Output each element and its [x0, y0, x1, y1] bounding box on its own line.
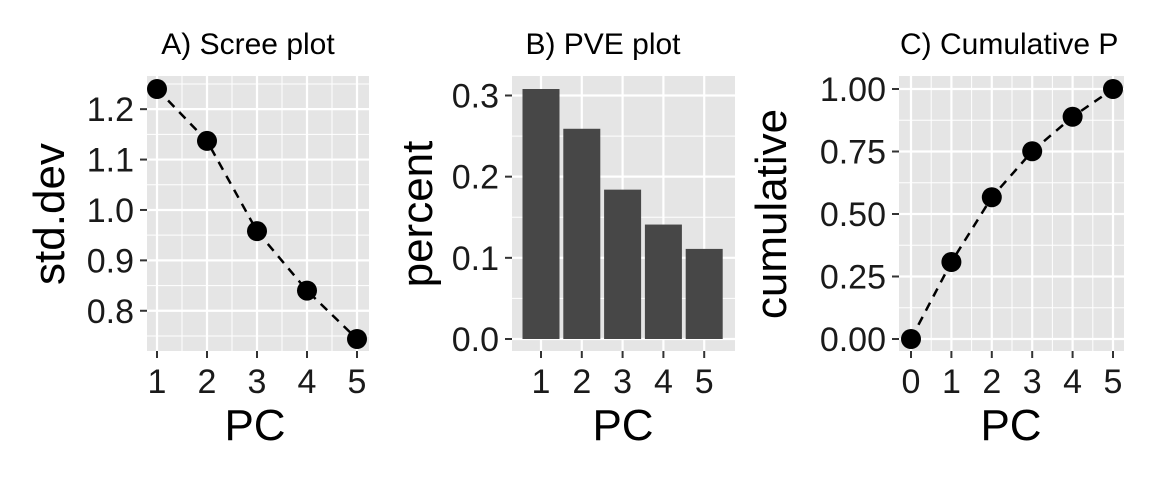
cumulative-x-tick-label: 0 — [902, 363, 921, 401]
pve-bar — [644, 224, 682, 339]
cumulative-y-tick-label: 1.00 — [820, 71, 886, 109]
cumulative-y-tick-label: 0.75 — [820, 134, 886, 172]
pve-y-tick-label: 0.2 — [452, 159, 499, 197]
cumulative-plot-title: C) Cumulative P — [900, 28, 1118, 61]
scree-y-tick-label: 0.9 — [87, 242, 134, 280]
pve-y-tick-label: 0.1 — [452, 240, 499, 278]
pve-plot-y-axis-title: percent — [393, 141, 442, 288]
scree-plot-title: A) Scree plot — [161, 28, 335, 61]
scree-x-tick-label: 2 — [198, 363, 217, 401]
scree-x-tick-label: 1 — [148, 363, 167, 401]
pve-bar — [685, 248, 723, 339]
scree-x-tick-label: 4 — [298, 363, 317, 401]
pve-x-tick-label: 1 — [532, 363, 551, 401]
scree-data-point — [147, 79, 167, 99]
cumulative-data-point — [1062, 106, 1083, 127]
cumulative-series-line — [909, 87, 1114, 340]
scree-y-tick-label: 1.2 — [87, 91, 134, 129]
scree-plot-x-axis-title: PC — [224, 401, 285, 450]
cumulative-data-point — [1103, 79, 1123, 99]
scree-data-point — [197, 130, 217, 151]
cumulative-y-tick-label: 0.00 — [820, 321, 886, 359]
scree-series-line — [156, 88, 358, 340]
scree-y-tick-label: 0.8 — [87, 293, 134, 331]
pve-y-tick-label: 0.3 — [452, 77, 499, 115]
cumulative-y-tick-label: 0.25 — [820, 259, 886, 297]
cumulative-plot-marks — [901, 79, 1123, 349]
pve-y-tick-label: 0.0 — [452, 321, 499, 359]
pve-plot-panel: 0.0 0.1 0.2 0.3 1 2 3 4 5 B) PVE plot PC percent — [393, 28, 735, 450]
cumulative-data-point — [941, 252, 962, 272]
cumulative-x-tick-label: 1 — [942, 363, 961, 401]
scree-x-tick-label: 3 — [248, 363, 267, 401]
pve-x-tick-label: 3 — [613, 363, 632, 401]
pve-plot-title: B) PVE plot — [525, 28, 681, 61]
cumulative-data-point — [981, 187, 1002, 208]
pve-plot-x-axis-title: PC — [592, 401, 653, 450]
cumulative-x-tick-label: 3 — [1023, 363, 1042, 401]
cumulative-x-tick-label: 5 — [1104, 363, 1123, 401]
cumulative-data-point — [901, 329, 921, 349]
scree-data-point — [297, 280, 317, 301]
cumulative-plot-x-axis-title: PC — [980, 401, 1041, 450]
scree-y-tick-label: 1.0 — [87, 192, 134, 230]
scree-plot-grid — [147, 76, 369, 351]
scree-y-tick-label: 1.1 — [87, 142, 134, 180]
scree-plot-y-axis-title: std.dev — [25, 143, 74, 285]
cumulative-x-tick-label: 2 — [982, 363, 1001, 401]
scree-plot-panel: 1 2 3 4 5 0.8 0.9 1.0 1.1 1.2 A) Scree plot PC st… — [25, 28, 369, 450]
scree-plot-ticks: 1 2 3 4 5 0.8 0.9 1.0 1.1 1.2 — [87, 91, 367, 401]
pve-x-tick-label: 2 — [572, 363, 591, 401]
pve-plot-ticks: 0.0 0.1 0.2 0.3 1 2 3 4 5 — [452, 77, 714, 401]
pve-x-tick-label: 4 — [654, 363, 673, 401]
pve-plot-marks — [522, 89, 723, 339]
cumulative-plot-y-axis-title: cumulative — [747, 109, 796, 319]
scree-data-point — [347, 329, 367, 349]
cumulative-plot-panel: 0 1 2 3 4 5 0.00 0.25 0.50 0.75 1.00 C) Cumulative… — [747, 28, 1124, 450]
pve-bar — [522, 89, 560, 339]
cumulative-x-tick-label: 4 — [1063, 363, 1082, 401]
scree-data-point — [247, 221, 267, 242]
scree-plot-marks — [147, 79, 367, 349]
pve-bar — [604, 189, 642, 339]
scree-x-tick-label: 5 — [348, 363, 367, 401]
cumulative-data-point — [1022, 141, 1043, 162]
pve-x-tick-label: 5 — [695, 363, 714, 401]
cumulative-plot-ticks: 0 1 2 3 4 5 0.00 0.25 0.50 0.75 1.00 — [820, 71, 1123, 401]
cumulative-y-tick-label: 0.50 — [820, 196, 886, 234]
pve-bar — [563, 128, 601, 339]
